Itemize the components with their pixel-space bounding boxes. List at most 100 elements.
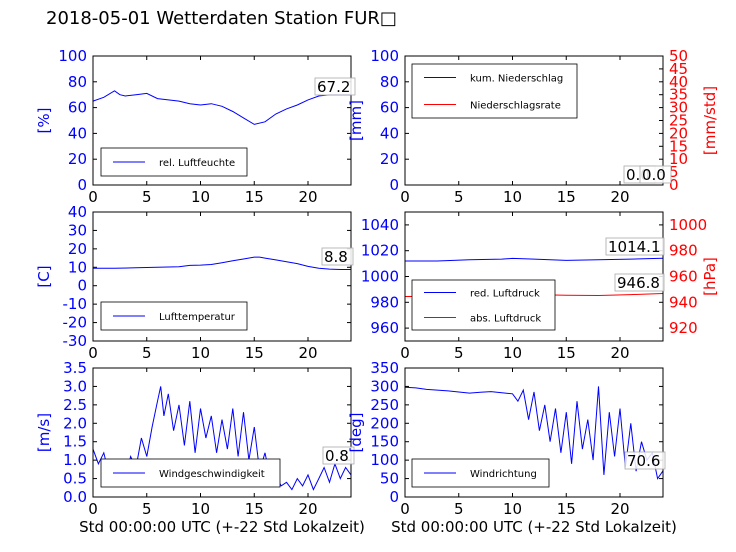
y2-tick-label: 20 bbox=[669, 124, 688, 142]
value-annotation-box bbox=[314, 77, 356, 96]
y-tick-label: 0.5 bbox=[63, 470, 87, 488]
value-annotation-box bbox=[322, 446, 355, 465]
x-tick-label: 15 bbox=[557, 188, 576, 206]
x-tick-label: 5 bbox=[454, 188, 464, 206]
y-tick-label: 100 bbox=[58, 47, 87, 65]
x-tick-label: 10 bbox=[191, 500, 210, 518]
y-tick-label: -10 bbox=[63, 295, 88, 313]
y-tick-label: 1000 bbox=[361, 268, 399, 286]
y2-tick-label: 50 bbox=[669, 47, 688, 65]
legend-label: red. Luftdruck bbox=[470, 289, 540, 300]
x-tick-label: 5 bbox=[142, 500, 152, 518]
y2-tick-label: 40 bbox=[669, 73, 688, 91]
y-tick-label: 50 bbox=[380, 470, 399, 488]
x-tick-label: 0 bbox=[88, 500, 98, 518]
x-tick-label: 10 bbox=[503, 344, 522, 362]
value-annotation-box bbox=[321, 247, 354, 266]
x-tick-label: 15 bbox=[245, 344, 264, 362]
x-tick-label: 10 bbox=[191, 344, 210, 362]
y2-tick-label: 35 bbox=[669, 86, 688, 104]
x-axis-label: Std 00:00:00 UTC (+-22 Std Lokalzeit) bbox=[391, 518, 677, 536]
y-axis-label: [C] bbox=[35, 265, 53, 287]
y2-tick-label: 960 bbox=[669, 268, 698, 286]
y-tick-label: -30 bbox=[63, 332, 88, 350]
x-tick-label: 15 bbox=[245, 500, 264, 518]
value-annotation: 8.8 bbox=[324, 248, 348, 266]
y-axis-label: [m/s] bbox=[35, 413, 53, 452]
x-tick-label: 15 bbox=[245, 188, 264, 206]
y-tick-label: 960 bbox=[370, 319, 399, 337]
y-axis-label: [%] bbox=[35, 108, 53, 134]
x-tick-label: 0 bbox=[88, 188, 98, 206]
series-line-wind_dir bbox=[404, 386, 664, 480]
y-tick-label: 0 bbox=[77, 277, 87, 295]
y-tick-label: 0.0 bbox=[63, 488, 87, 506]
axes-frame-wind_speed bbox=[92, 367, 352, 498]
y-tick-label: 40 bbox=[68, 124, 87, 142]
y2-tick-label: 25 bbox=[669, 112, 688, 130]
y2-tick-label: 15 bbox=[669, 137, 688, 155]
y-axis-label: [mm] bbox=[347, 100, 365, 141]
y-tick-label: 2.5 bbox=[63, 396, 87, 414]
y-tick-label: 10 bbox=[68, 258, 87, 276]
y2-tick-label: 0 bbox=[669, 176, 679, 194]
legend-label: Windgeschwindigkeit bbox=[159, 469, 265, 480]
y-tick-label: 350 bbox=[370, 359, 399, 377]
value-annotation-box bbox=[605, 237, 665, 256]
legend-box bbox=[411, 63, 578, 119]
y-tick-label: 40 bbox=[68, 203, 87, 221]
value-annotation-box bbox=[624, 451, 666, 470]
axes-frame-humidity bbox=[92, 55, 352, 186]
y-tick-label: 20 bbox=[68, 240, 87, 258]
x-tick-label: 0 bbox=[400, 344, 410, 362]
y2-axis-label: [mm/std] bbox=[701, 86, 719, 155]
y2-axis-label: [hPa] bbox=[701, 257, 719, 296]
x-tick-label: 20 bbox=[298, 500, 317, 518]
value-annotation: 67.2 bbox=[317, 78, 350, 96]
value-annotation: 946.8 bbox=[617, 274, 660, 292]
series-line-humidity bbox=[92, 90, 351, 125]
y-axis-label: [deg] bbox=[347, 413, 365, 453]
x-tick-label: 20 bbox=[298, 188, 317, 206]
legend-label: abs. Luftdruck bbox=[470, 314, 541, 325]
x-tick-label: 10 bbox=[503, 188, 522, 206]
y-tick-label: 250 bbox=[370, 396, 399, 414]
value-annotation-box bbox=[614, 273, 665, 292]
x-tick-label: 0 bbox=[88, 344, 98, 362]
y-tick-label: 980 bbox=[370, 293, 399, 311]
x-tick-label: 10 bbox=[503, 500, 522, 518]
x-tick-label: 20 bbox=[298, 344, 317, 362]
y2-tick-label: 30 bbox=[669, 99, 688, 117]
x-tick-label: 0 bbox=[400, 188, 410, 206]
value-annotation: 1014.1 bbox=[608, 238, 661, 256]
y-tick-label: 100 bbox=[370, 451, 399, 469]
y-tick-label: 1.5 bbox=[63, 433, 87, 451]
value-annotation: 0.0 bbox=[642, 166, 666, 184]
y2-tick-label: 980 bbox=[669, 242, 698, 260]
y-tick-label: 200 bbox=[370, 414, 399, 432]
y2-tick-label: 5 bbox=[669, 163, 679, 181]
y-tick-label: 80 bbox=[380, 73, 399, 91]
y-tick-label: 1.0 bbox=[63, 451, 87, 469]
y-tick-label: 100 bbox=[370, 47, 399, 65]
y2-tick-label: 45 bbox=[669, 60, 688, 78]
x-tick-label: 10 bbox=[191, 188, 210, 206]
y-tick-label: 3.0 bbox=[63, 377, 87, 395]
y2-tick-label: 920 bbox=[669, 319, 698, 337]
x-tick-label: 5 bbox=[454, 500, 464, 518]
x-tick-label: 5 bbox=[454, 344, 464, 362]
value-annotation-box bbox=[639, 165, 672, 184]
x-tick-label: 20 bbox=[610, 500, 629, 518]
y2-tick-label: 940 bbox=[669, 293, 698, 311]
x-tick-label: 0 bbox=[400, 500, 410, 518]
y2-tick-label: 1000 bbox=[669, 216, 707, 234]
series-line-pressure bbox=[405, 257, 664, 262]
legend-box bbox=[411, 279, 556, 331]
x-tick-label: 20 bbox=[610, 344, 629, 362]
y-tick-label: 20 bbox=[68, 150, 87, 168]
legend-label: kum. Niederschlag bbox=[470, 74, 563, 85]
y-tick-label: 300 bbox=[370, 377, 399, 395]
value-annotation: 70.6 bbox=[627, 452, 660, 470]
